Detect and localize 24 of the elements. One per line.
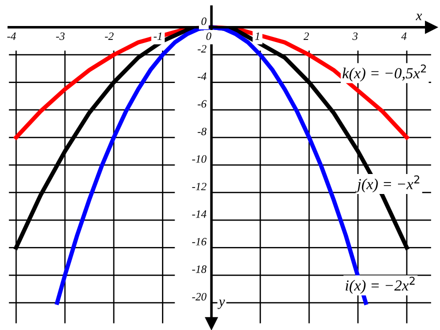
y-tick-label: -6 — [198, 100, 207, 108]
x-tick-label: -2 — [104, 32, 114, 40]
annotation: i(x) = −2x$^{2}$ — [346, 276, 415, 294]
y-tick-label: -18 — [192, 265, 206, 273]
y-tick-label: -2 — [198, 45, 206, 52]
x-tick-label: 4 — [401, 32, 407, 40]
y-tick-label: -10 — [192, 155, 206, 163]
x-tick-label: 3 — [352, 32, 358, 40]
y-axis-title: y — [218, 300, 225, 310]
annotation: j(x) = −x$^{2}$ — [355, 175, 420, 192]
x-tick-label: -3 — [56, 32, 65, 40]
y-tick-label: -20 — [192, 292, 206, 300]
x-tick-label: -4 — [7, 32, 16, 40]
y-tick-label: 0 — [201, 18, 206, 26]
y-tick-label: -4 — [198, 72, 206, 80]
x-axis-title: x — [416, 14, 422, 20]
x-tick-label: -1 — [154, 32, 162, 40]
y-tick-label: -8 — [198, 128, 206, 136]
y-tick-label: -12 — [192, 182, 206, 190]
x-tick-label: 1 — [255, 32, 260, 40]
annotation: k(x) = −0,5x$^{2}$ — [342, 64, 426, 82]
y-tick-label: -14 — [192, 210, 206, 218]
x-tick-label: 2 — [304, 32, 309, 40]
y-tick-label: -16 — [192, 238, 207, 246]
